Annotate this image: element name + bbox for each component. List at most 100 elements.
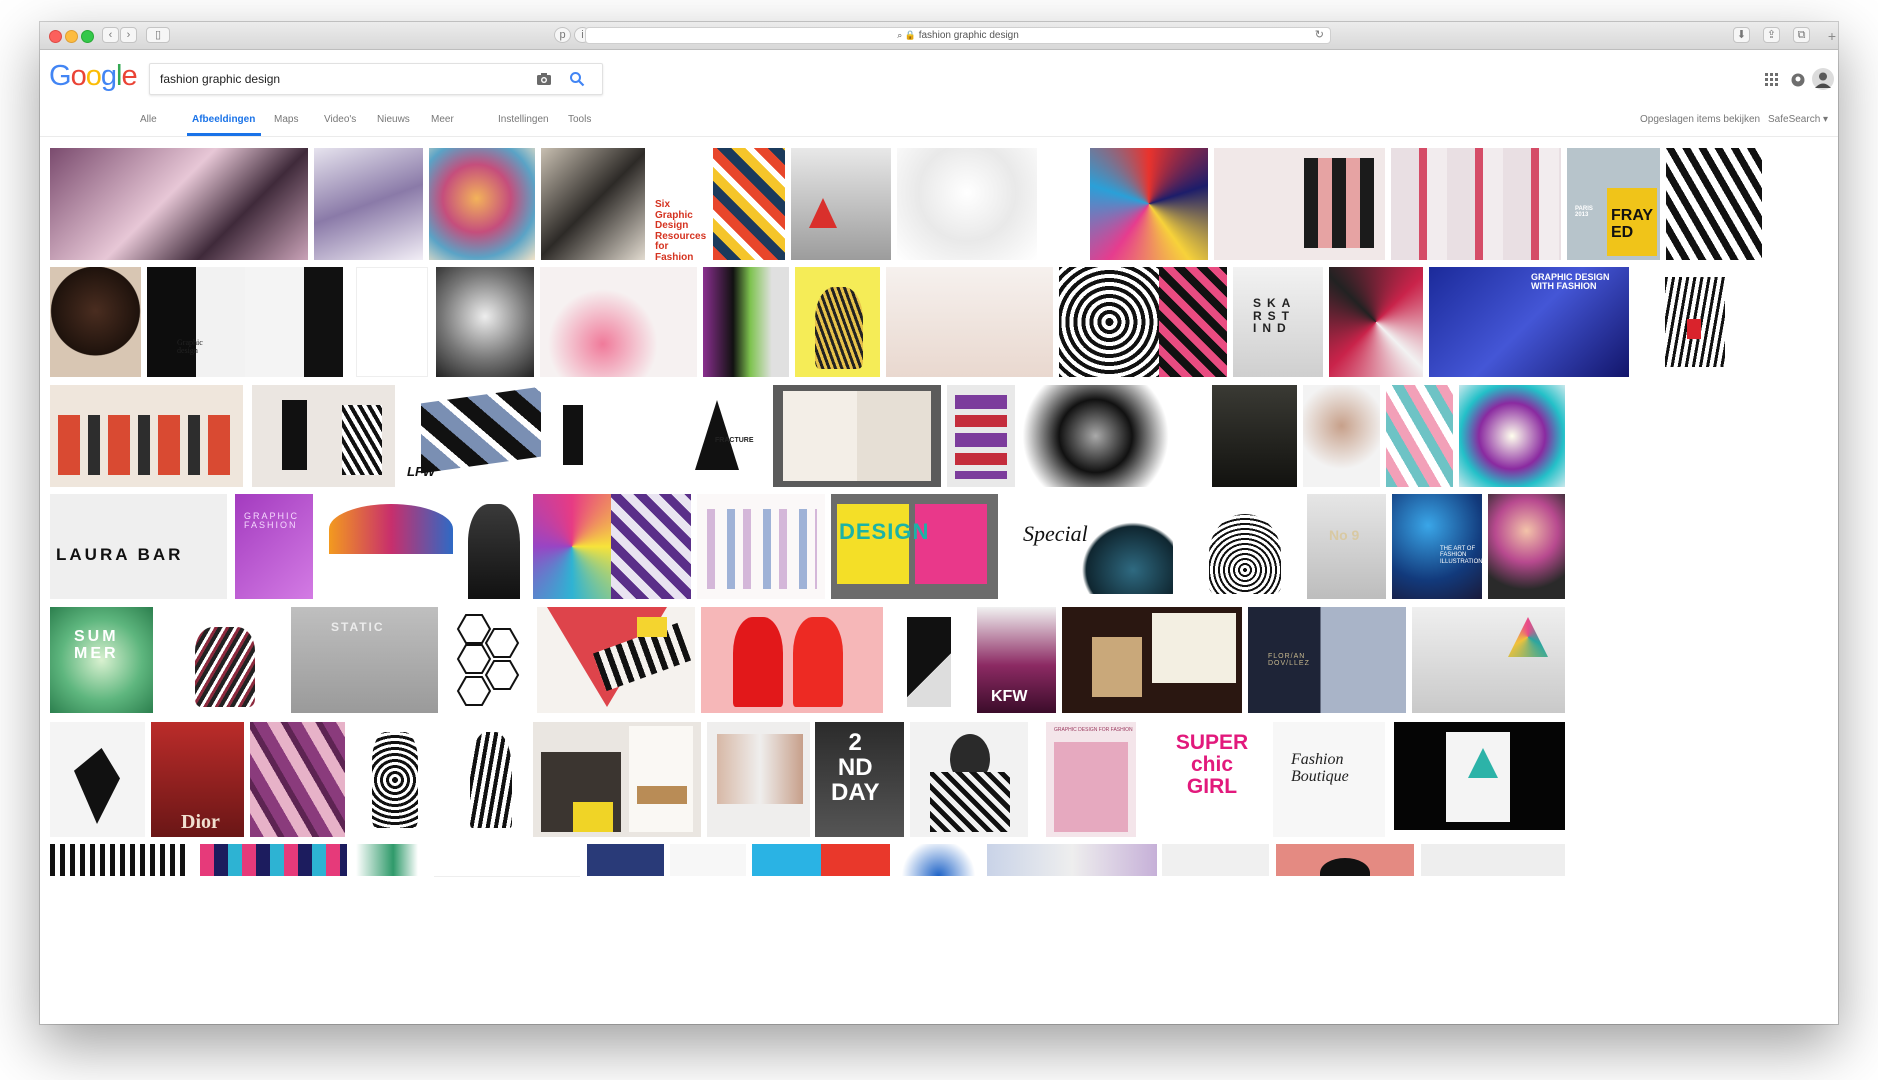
- image-result[interactable]: [791, 148, 891, 260]
- image-result[interactable]: [987, 844, 1157, 876]
- image-result[interactable]: [1162, 844, 1269, 876]
- image-result[interactable]: [886, 267, 1053, 377]
- tab-alle[interactable]: Alle: [140, 114, 157, 125]
- image-result[interactable]: SUPER chic GIRL: [1158, 722, 1267, 837]
- image-result[interactable]: [356, 844, 418, 876]
- search-box[interactable]: [149, 63, 603, 95]
- image-result[interactable]: THE ART OF FASHION ILLUSTRATION: [1392, 494, 1482, 599]
- image-result[interactable]: [434, 844, 580, 877]
- download-icon[interactable]: ⬇: [1733, 27, 1750, 43]
- image-result[interactable]: [1488, 494, 1565, 599]
- tab-afbeeldingen[interactable]: Afbeeldingen: [192, 114, 256, 125]
- image-result[interactable]: [436, 267, 534, 377]
- image-result[interactable]: FLOR/AN DOV/LLEZ: [1248, 607, 1406, 713]
- avatar[interactable]: [1812, 68, 1834, 90]
- image-result[interactable]: [707, 722, 810, 837]
- image-result[interactable]: [533, 722, 701, 837]
- apps-grid-icon[interactable]: [1765, 73, 1778, 86]
- image-result[interactable]: [250, 722, 345, 837]
- image-result[interactable]: [1394, 722, 1565, 830]
- image-result[interactable]: 2 ND DAY: [815, 722, 904, 837]
- reload-icon[interactable]: ↻: [1314, 29, 1324, 41]
- image-result[interactable]: [50, 722, 145, 837]
- image-result[interactable]: [200, 844, 347, 876]
- image-result[interactable]: GRAPHIC DESIGN WITH FASHION: [1429, 267, 1629, 377]
- image-result[interactable]: [540, 267, 697, 377]
- tab-nieuws[interactable]: Nieuws: [377, 114, 410, 125]
- image-result[interactable]: [1059, 267, 1227, 377]
- image-result[interactable]: [1329, 267, 1423, 377]
- image-result[interactable]: [910, 722, 1028, 837]
- image-result[interactable]: [1666, 148, 1762, 260]
- image-result[interactable]: [1090, 148, 1208, 260]
- image-result[interactable]: [897, 844, 980, 876]
- saved-items-link[interactable]: Opgeslagen items bekijken: [1640, 114, 1761, 125]
- safesearch-link[interactable]: SafeSearch ▾: [1768, 114, 1829, 125]
- image-result[interactable]: [587, 844, 664, 876]
- image-result[interactable]: SUMMER: [50, 607, 153, 713]
- image-result[interactable]: [947, 385, 1015, 487]
- sidebar-toggle-icon[interactable]: ▯: [146, 27, 170, 43]
- image-result[interactable]: [1276, 844, 1414, 876]
- image-result[interactable]: [701, 607, 883, 713]
- image-result[interactable]: LAURA BAR: [50, 494, 227, 599]
- image-result[interactable]: [165, 607, 283, 713]
- image-result[interactable]: [1635, 267, 1762, 377]
- camera-icon[interactable]: [536, 72, 552, 86]
- close-window-button[interactable]: [49, 30, 62, 43]
- tab-maps[interactable]: Maps: [274, 114, 299, 125]
- image-result[interactable]: [611, 494, 691, 599]
- search-input[interactable]: [160, 70, 520, 88]
- image-result[interactable]: [897, 148, 1037, 260]
- image-result[interactable]: [1421, 844, 1565, 876]
- image-result[interactable]: [429, 148, 535, 260]
- share-icon[interactable]: ⇪: [1763, 27, 1780, 43]
- back-button[interactable]: ‹: [102, 27, 119, 43]
- pinterest-icon[interactable]: p: [554, 27, 571, 43]
- image-result[interactable]: Special: [1003, 494, 1179, 599]
- image-result[interactable]: [50, 385, 243, 487]
- minimize-window-button[interactable]: [65, 30, 78, 43]
- notifications-icon[interactable]: [1791, 73, 1805, 87]
- image-result[interactable]: LFW: [401, 385, 553, 487]
- image-result[interactable]: GRAPHIC FASHION: [235, 494, 313, 599]
- image-result[interactable]: Six Graphic Design Resources for Fashion…: [651, 148, 785, 260]
- image-result[interactable]: Dior: [151, 722, 244, 837]
- image-result[interactable]: PARIS 2013 FRAYED: [1567, 148, 1660, 260]
- forward-button[interactable]: ›: [120, 27, 137, 43]
- image-result[interactable]: [1412, 607, 1565, 713]
- image-result[interactable]: [697, 494, 825, 599]
- image-result[interactable]: DESIGN: [831, 494, 998, 599]
- image-result[interactable]: GRAPHIC DESIGN FOR FASHION: [1046, 722, 1136, 837]
- image-result[interactable]: [50, 148, 308, 260]
- image-result[interactable]: [795, 267, 880, 377]
- image-result[interactable]: [1386, 385, 1453, 487]
- image-result[interactable]: [1022, 385, 1206, 487]
- address-bar[interactable]: ⌕ 🔒 fashion graphic design ↻: [585, 27, 1331, 44]
- image-result[interactable]: No 9: [1307, 494, 1386, 599]
- tab-meer[interactable]: Meer: [431, 114, 454, 125]
- image-result[interactable]: [454, 494, 532, 599]
- image-result[interactable]: [752, 844, 890, 876]
- image-result[interactable]: [1459, 385, 1565, 487]
- image-result[interactable]: [703, 267, 789, 377]
- image-result[interactable]: [50, 844, 190, 876]
- new-tab-icon[interactable]: +: [1827, 28, 1836, 44]
- image-result[interactable]: [1062, 607, 1242, 713]
- image-result[interactable]: [245, 267, 343, 377]
- image-result[interactable]: STATIC: [291, 607, 438, 713]
- image-result[interactable]: [444, 607, 531, 713]
- image-result[interactable]: KFW: [977, 607, 1056, 713]
- tools-link[interactable]: Tools: [568, 114, 592, 125]
- image-result[interactable]: [1214, 148, 1385, 260]
- image-result[interactable]: Graphic design: [147, 267, 245, 377]
- tab-videos[interactable]: Video's: [324, 114, 357, 125]
- image-result[interactable]: [319, 494, 454, 599]
- image-result[interactable]: Fashion Boutique: [1273, 722, 1385, 837]
- image-result[interactable]: [356, 267, 428, 377]
- image-result[interactable]: [533, 494, 611, 599]
- image-result[interactable]: SKA RST IND: [1233, 267, 1323, 377]
- google-logo[interactable]: Google: [49, 62, 138, 91]
- image-result[interactable]: [1391, 148, 1561, 260]
- image-result[interactable]: FRACTURE: [559, 385, 767, 487]
